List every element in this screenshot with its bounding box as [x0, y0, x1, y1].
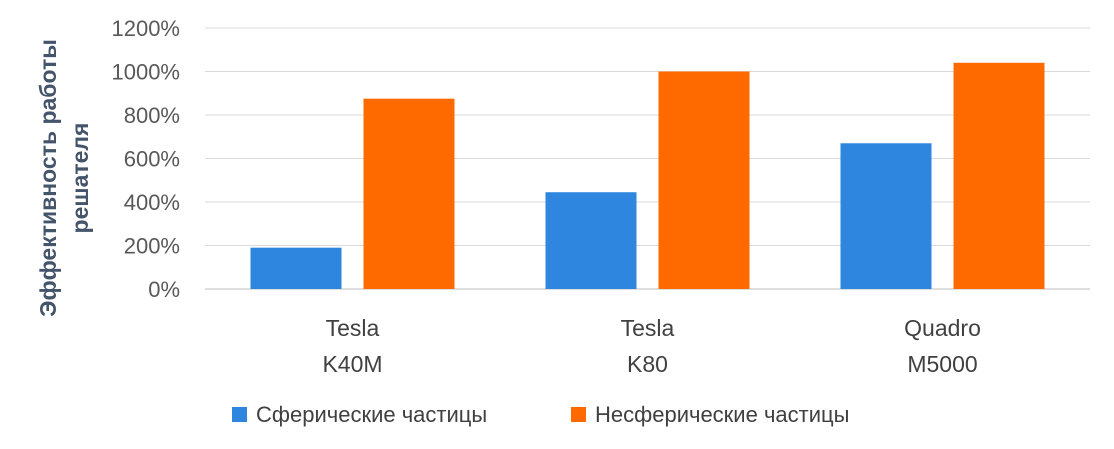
legend-swatch [232, 407, 247, 422]
y-axis-title: Эффективность работы решателя [35, 39, 93, 317]
y-tick-label: 400% [124, 190, 180, 215]
bar-spherical [840, 143, 932, 289]
category-label: K40M [322, 351, 382, 377]
category-label: Tesla [326, 315, 380, 341]
bar-nonspherical [953, 62, 1045, 289]
bars [250, 62, 1045, 289]
legend-label: Несферические частицы [595, 402, 849, 427]
y-tick-label: 1200% [111, 16, 180, 41]
y-tick-label: 0% [148, 277, 180, 302]
bar-spherical [250, 247, 342, 289]
legend-label: Сферические частицы [256, 402, 487, 427]
category-label: K80 [627, 351, 668, 377]
y-tick-labels: 0% 200% 400% 600% 800% 1000% 1200% [111, 16, 180, 302]
legend-swatch [571, 407, 586, 422]
category-label: Quadro [904, 315, 981, 341]
bar-nonspherical [363, 98, 455, 289]
bar-nonspherical [658, 71, 750, 289]
category-label: M5000 [907, 351, 977, 377]
y-axis-title-line-1: Эффективность работы [35, 39, 61, 317]
y-tick-label: 600% [124, 147, 180, 172]
category-labels: Tesla K40M Tesla K80 Quadro M5000 [322, 315, 980, 377]
y-axis-title-line-2: решателя [67, 123, 93, 234]
y-tick-label: 200% [124, 234, 180, 259]
gridlines [205, 27, 1090, 290]
legend: Сферические частицы Несферические частицы [232, 402, 849, 427]
y-tick-label: 800% [124, 103, 180, 128]
y-tick-label: 1000% [111, 60, 180, 85]
bar-spherical [545, 192, 637, 289]
category-label: Tesla [621, 315, 675, 341]
